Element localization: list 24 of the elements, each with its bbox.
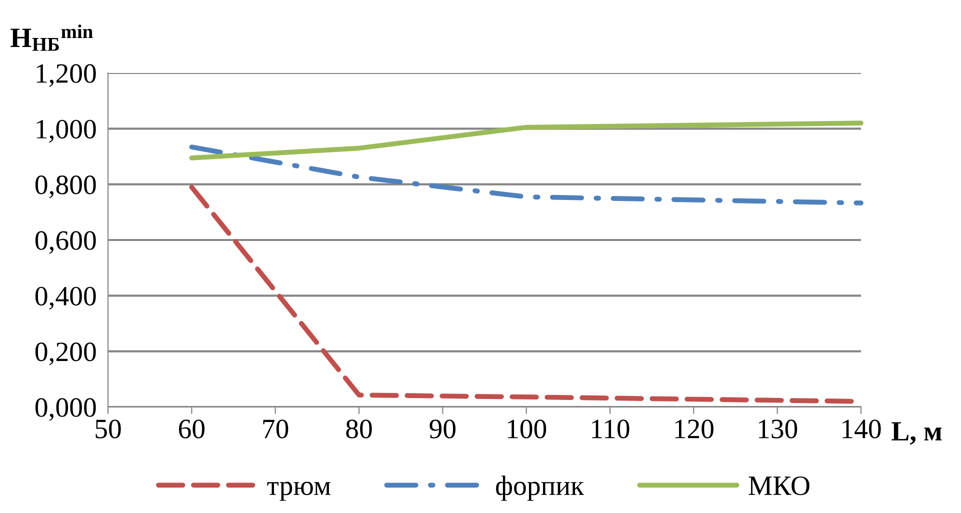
y-tick-label: 0,800: [35, 176, 96, 198]
x-tick-label: 120: [675, 420, 714, 438]
x-tick-label: 100: [508, 420, 546, 438]
y-axis-title: H$_{НБ}$$^{min}$: [10, 24, 93, 51]
y-tick-label: 0,600: [35, 231, 96, 254]
x-tick-label: 60: [178, 420, 204, 438]
legend-label: трюм: [267, 482, 330, 501]
y-tick-label: 1,000: [36, 120, 96, 143]
y-tick-label: 1,200: [36, 64, 96, 87]
line-series: [189, 120, 864, 160]
x-tick-label: 140: [842, 420, 881, 438]
x-tick-label: 110: [592, 420, 630, 438]
legend-label: форпик: [496, 476, 584, 501]
y-tick-label: 0,000: [35, 398, 96, 421]
x-tick-label: 70: [263, 420, 288, 438]
legend-label: МКО: [748, 476, 810, 496]
y-tick-label: 0,400: [35, 286, 96, 310]
x-axis-title: L, м: [892, 422, 942, 445]
x-tick-label: 50: [96, 420, 121, 438]
y-tick-label: 0,200: [35, 342, 96, 366]
line-series: [189, 144, 864, 206]
x-tick-label: 80: [346, 420, 372, 438]
x-tick-label: 130: [758, 420, 798, 438]
x-tick-label: 90: [430, 420, 456, 438]
